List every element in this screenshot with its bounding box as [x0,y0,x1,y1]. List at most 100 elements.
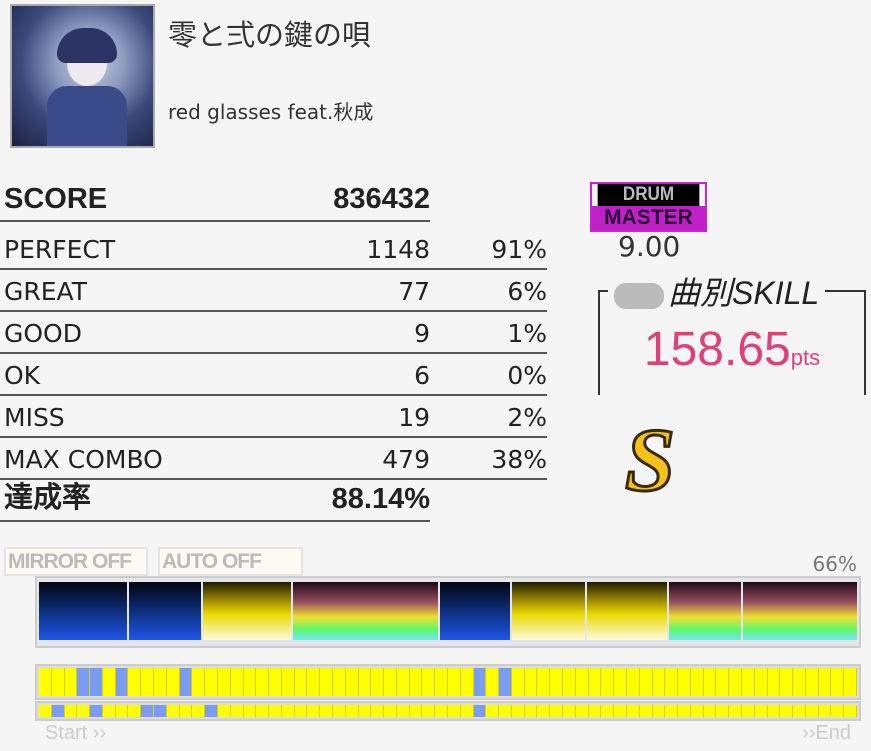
auto-option: AUTO OFF [158,547,303,576]
timeline-cell [639,705,653,717]
timeline-cell [154,705,167,717]
judgement-percent: 0% [507,361,547,390]
timeline-cell [601,705,615,717]
judgement-percent: 6% [507,277,547,306]
timeline-cell [626,668,640,696]
skill-title: 曲別SKILL [608,268,826,314]
timeline-cell [460,668,474,696]
gauge-segment [440,582,510,640]
timeline-cell [793,668,806,696]
timeline-cell [511,668,525,696]
timeline-cell [294,668,308,696]
timeline-cell [371,668,385,696]
timeline-cell [690,705,704,717]
timeline-cell [358,668,372,696]
gauge-segment [743,582,857,640]
achievement-value: 88.14% [331,483,430,515]
timeline-cell [179,705,193,717]
timeline-cell [767,668,781,696]
s-rank-crown-icon: S [623,411,676,510]
timeline-cell [729,705,742,717]
skill-value: 158.65pts [598,322,866,377]
timeline-cell [294,705,308,717]
timeline-cell [448,705,461,717]
timeline-cell [102,705,116,717]
timeline-cell [64,668,78,696]
timeline-cell [384,668,397,696]
timeline-cell [511,705,525,717]
timeline-cell [473,668,487,696]
timeline-cell [166,668,180,696]
timeline-cell [51,668,65,696]
timeline-cell [115,705,129,717]
timeline-cell [486,668,500,696]
timeline-cell [831,668,845,696]
timeline-cell [524,705,538,717]
timeline-cell [307,668,321,696]
skill-title-text: 曲別SKILL [668,275,820,311]
timeline-cell [396,668,410,696]
timeline-cell [243,668,257,696]
difficulty-badge: DRUM MASTER [590,182,707,232]
achievement-label: 達成率 [4,482,92,514]
timeline-cell [332,705,346,717]
timeline-cell [332,668,346,696]
timeline-cell [179,668,193,696]
judgement-row: MISS 19 2% [0,396,547,438]
timeline-cell [217,705,231,717]
timeline-cell [217,668,231,696]
timeline-cell [550,668,564,696]
timeline-cell [281,705,295,717]
timeline-cell [588,705,602,717]
timeline-cell [230,705,244,717]
timeline-cell [448,668,461,696]
timeline-cell [141,668,155,696]
timeline-cell [90,668,103,696]
skill-cloud-icon [614,282,664,309]
gauge-segment [203,582,291,640]
timeline-cell [703,668,717,696]
timeline-cell [371,705,385,717]
timeline-cell [805,705,819,717]
judgement-row: PERFECT 1148 91% [0,228,547,270]
timeline-cell [345,668,359,696]
gauge-segment [669,582,741,640]
timeline-cell [473,705,487,717]
timeline-cell [665,705,679,717]
gauge-graph [35,576,861,648]
timeline-cell [486,705,500,717]
gauge-segment [512,582,585,640]
mirror-option: MIRROR OFF [4,547,148,576]
timeline-cell [818,668,832,696]
timeline-cell [767,705,781,717]
gauge-percent: 66% [812,552,857,576]
timeline-cell [77,705,91,717]
timeline-cell [358,705,372,717]
score-row: SCORE 836432 [0,180,430,222]
judgement-row: MAX COMBO 479 38% [0,438,547,480]
timeline-cell [831,705,845,717]
timeline-cell [614,705,627,717]
timeline-cell [281,668,295,696]
timeline-cell [703,705,717,717]
timeline-cell [128,668,142,696]
timeline-cell [614,668,627,696]
timeline-cell [307,705,321,717]
timeline-cell [639,668,653,696]
timeline-cell [741,705,755,717]
timeline-cell [115,668,129,696]
timeline-cell [205,668,218,696]
timeline-cell [563,668,576,696]
timeline-cell [51,705,65,717]
difficulty-name: MASTER [592,206,705,230]
timeline-cell [192,705,206,717]
judgement-label: MISS [4,403,65,432]
timeline-cell [345,705,359,717]
timeline-cell [716,668,730,696]
timeline-cell [741,668,755,696]
timeline-cell [601,668,615,696]
timeline-cell [524,668,538,696]
album-art [10,4,155,148]
timeline-cell [575,668,589,696]
timeline-cell [205,705,218,717]
